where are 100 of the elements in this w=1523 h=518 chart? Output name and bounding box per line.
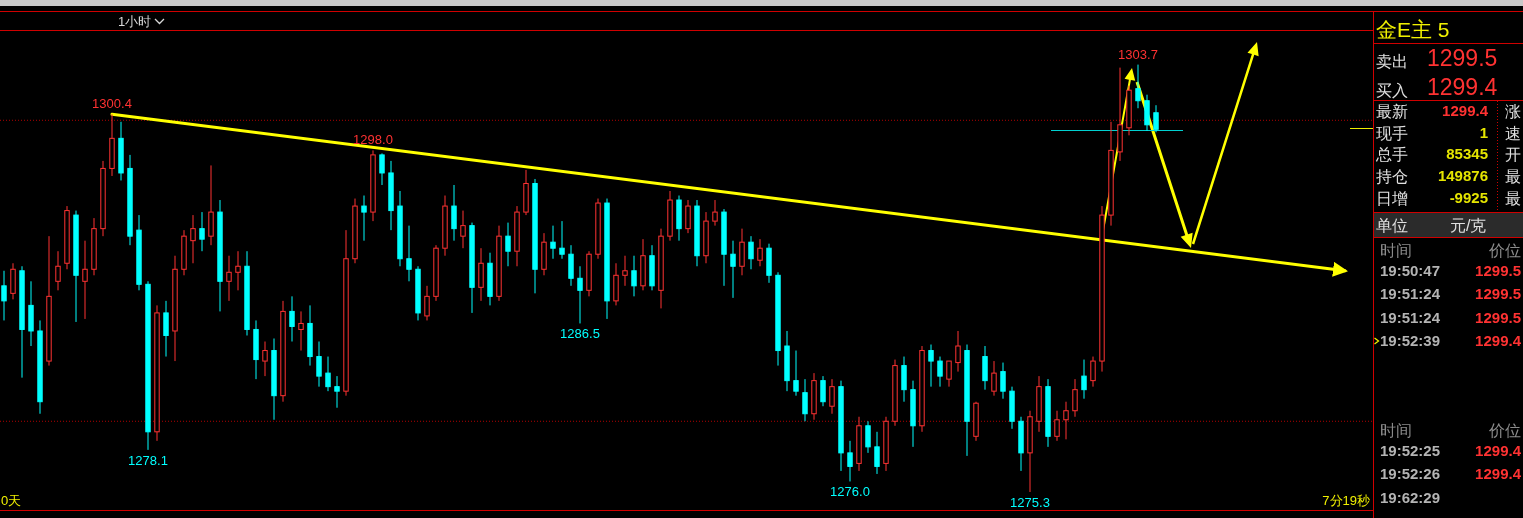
text: -9925 <box>1449 188 1488 206</box>
category-label: 持仓 <box>1376 167 1408 185</box>
text: 0天 <box>1 493 22 508</box>
text: 1299.4 <box>1475 331 1521 349</box>
text: 1299.5 <box>1475 308 1521 326</box>
candlestick <box>460 210 466 249</box>
annotation: 1275.3 <box>1010 495 1050 510</box>
candlestick <box>757 238 763 267</box>
candlestick <box>577 265 583 324</box>
candlestick <box>730 240 736 299</box>
annotation: 1300.4 <box>92 96 132 112</box>
candlestick <box>190 214 196 264</box>
candlestick <box>424 285 430 321</box>
category-label: 卖出 <box>1376 53 1408 70</box>
category-label: 19:62:29 <box>1380 488 1441 506</box>
category-label: 19:52:26 <box>1380 465 1441 483</box>
candlestick <box>163 300 169 358</box>
text: 1299.4 <box>1475 442 1521 459</box>
candlestick <box>712 199 718 227</box>
annotation: 1286.5 <box>560 326 600 342</box>
text: 1 <box>1479 123 1488 141</box>
candlestick <box>379 152 385 186</box>
candlestick <box>928 344 934 388</box>
text: 1299.4 <box>1442 102 1488 119</box>
annotation: 1278.1 <box>128 452 168 468</box>
text: 时间 <box>1380 422 1412 439</box>
category-label: 19:51:24 <box>1380 308 1441 326</box>
candlestick <box>874 431 880 475</box>
candlestick <box>316 341 322 388</box>
candlestick <box>55 250 61 291</box>
candlestick <box>820 375 826 407</box>
candlestick <box>550 225 556 260</box>
candlestick <box>946 360 952 388</box>
category-label: 日增 <box>1376 189 1408 207</box>
candlestick <box>1000 362 1006 400</box>
candlestick <box>1063 401 1069 440</box>
candlestick <box>1054 410 1060 442</box>
candlestick <box>1090 356 1096 388</box>
candlestick <box>631 255 637 297</box>
text: 1299.5 <box>1475 285 1521 303</box>
text: 1299.4 <box>1475 465 1521 483</box>
text: 时间 <box>1380 242 1412 259</box>
category-label: 19:51:24 <box>1380 285 1441 303</box>
text: 1299.4 <box>1427 74 1498 100</box>
candlestick <box>685 199 691 234</box>
text: 149876 <box>1437 166 1488 184</box>
candlestick <box>1072 378 1078 418</box>
category-label: 19:52:25 <box>1380 442 1441 459</box>
candlestick <box>865 420 871 454</box>
candlestick <box>559 220 565 260</box>
annotation: 1298.0 <box>353 132 393 148</box>
category-label: 现手 <box>1376 124 1408 142</box>
candlestick <box>406 225 412 282</box>
text: 价位 <box>1488 242 1521 259</box>
category-label: 总手 <box>1375 146 1408 164</box>
text: 速 <box>1505 124 1521 142</box>
category-label: 单位 <box>1376 217 1408 234</box>
text: 最 <box>1505 189 1521 207</box>
candlestick <box>793 350 799 397</box>
text: 85345 <box>1446 145 1488 163</box>
text: 涨 <box>1505 103 1521 120</box>
text: 金E主 5 <box>1376 18 1450 41</box>
candlestick <box>505 222 511 267</box>
candlestick <box>622 255 628 287</box>
category-label: 最新 <box>1376 103 1408 120</box>
candlestick <box>955 330 961 373</box>
candlestick <box>1135 64 1141 109</box>
candlestick <box>235 250 241 291</box>
category-label: 买入 <box>1376 82 1408 99</box>
candlestick <box>937 356 943 388</box>
text: 1299.5 <box>1475 262 1521 279</box>
text: 1299.5 <box>1427 45 1498 71</box>
candlestick <box>289 295 295 343</box>
text: 开 <box>1505 146 1521 164</box>
candlestick <box>325 356 331 392</box>
candlestick <box>226 255 232 302</box>
annotation: 1303.7 <box>1118 46 1158 62</box>
candlestick <box>199 211 205 252</box>
candlestick <box>847 440 853 482</box>
candlestick <box>334 375 340 409</box>
candlestick <box>802 378 808 422</box>
text: 价位 <box>1488 422 1521 439</box>
candlestick <box>748 235 754 270</box>
candlestick <box>262 341 268 377</box>
candlestick <box>1 270 7 321</box>
category-label: 19:52:39 <box>1380 331 1441 349</box>
category-label: 19:50:47 <box>1380 262 1441 279</box>
text: 7分19秒 <box>1322 493 1370 508</box>
candlestick <box>829 378 835 415</box>
annotation: 1276.0 <box>830 484 870 500</box>
candlestick <box>298 310 304 352</box>
text: 元/克 <box>1450 217 1487 234</box>
text: 最 <box>1505 167 1521 185</box>
candlestick <box>361 195 367 242</box>
candlestick <box>82 240 88 320</box>
candlestick <box>991 360 997 397</box>
chart-title: 1小时 <box>118 14 152 29</box>
candlestick <box>1081 359 1087 400</box>
candlestick <box>1153 104 1159 133</box>
candlestick <box>451 184 457 242</box>
